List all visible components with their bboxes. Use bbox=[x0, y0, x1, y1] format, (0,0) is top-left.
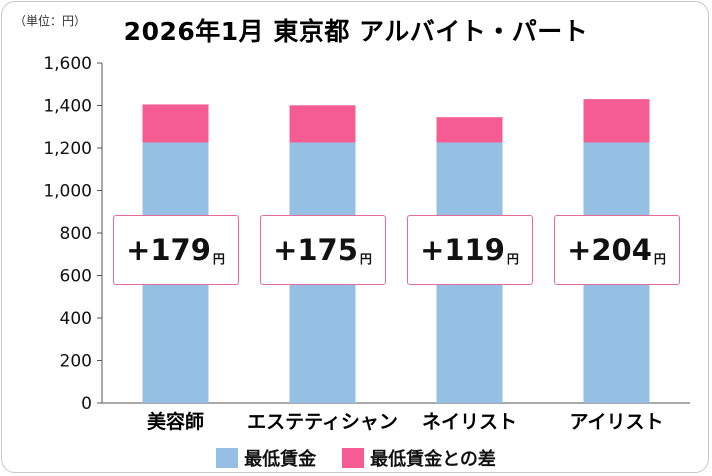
legend-item-base: 最低賃金 bbox=[216, 445, 316, 471]
diff-value: +175 bbox=[273, 233, 358, 267]
diff-value: +179 bbox=[126, 233, 211, 267]
diff-label: +119 円 bbox=[406, 215, 533, 285]
diff-unit: 円 bbox=[212, 252, 225, 266]
y-tick-label: 600 bbox=[60, 267, 92, 287]
diff-label: +175 円 bbox=[259, 215, 386, 285]
legend-label-base: 最低賃金 bbox=[244, 449, 317, 470]
y-tick-label: 800 bbox=[60, 224, 92, 244]
legend-swatch-base bbox=[216, 448, 239, 468]
diff-unit: 円 bbox=[506, 252, 519, 266]
diff-label: +179 円 bbox=[112, 215, 239, 285]
y-tick-label: 1,600 bbox=[43, 54, 92, 74]
diff-value: +204 bbox=[567, 233, 652, 267]
y-tick-label: 0 bbox=[81, 394, 92, 414]
legend: 最低賃金 最低賃金との差 bbox=[2, 444, 708, 472]
chart-title: 2026年1月 東京都 アルバイト・パート bbox=[123, 17, 589, 46]
bar-diff bbox=[436, 117, 503, 143]
bar-diff bbox=[289, 105, 356, 143]
diff-unit: 円 bbox=[359, 252, 372, 266]
bar-diff bbox=[142, 104, 209, 143]
diff-unit: 円 bbox=[653, 252, 666, 266]
x-tick-label: エステティシャン bbox=[247, 411, 398, 433]
x-tick-label: アイリスト bbox=[569, 411, 663, 433]
x-tick-label: 美容師 bbox=[147, 410, 204, 433]
y-tick-label: 200 bbox=[60, 352, 92, 372]
legend-swatch-diff bbox=[342, 448, 365, 468]
unit-label: （単位：円） bbox=[14, 14, 87, 28]
bar-diff bbox=[583, 99, 650, 143]
x-tick-label: ネイリスト bbox=[422, 411, 517, 433]
y-tick-label: 1,200 bbox=[43, 139, 92, 159]
legend-item-diff: 最低賃金との差 bbox=[342, 445, 496, 471]
y-tick-label: 1,000 bbox=[43, 182, 92, 202]
y-tick-label: 400 bbox=[60, 309, 92, 329]
diff-value: +119 bbox=[420, 233, 505, 267]
legend-label-diff: 最低賃金との差 bbox=[370, 449, 496, 470]
y-tick-label: 1,400 bbox=[43, 97, 92, 117]
diff-label: +204 円 bbox=[553, 215, 680, 285]
